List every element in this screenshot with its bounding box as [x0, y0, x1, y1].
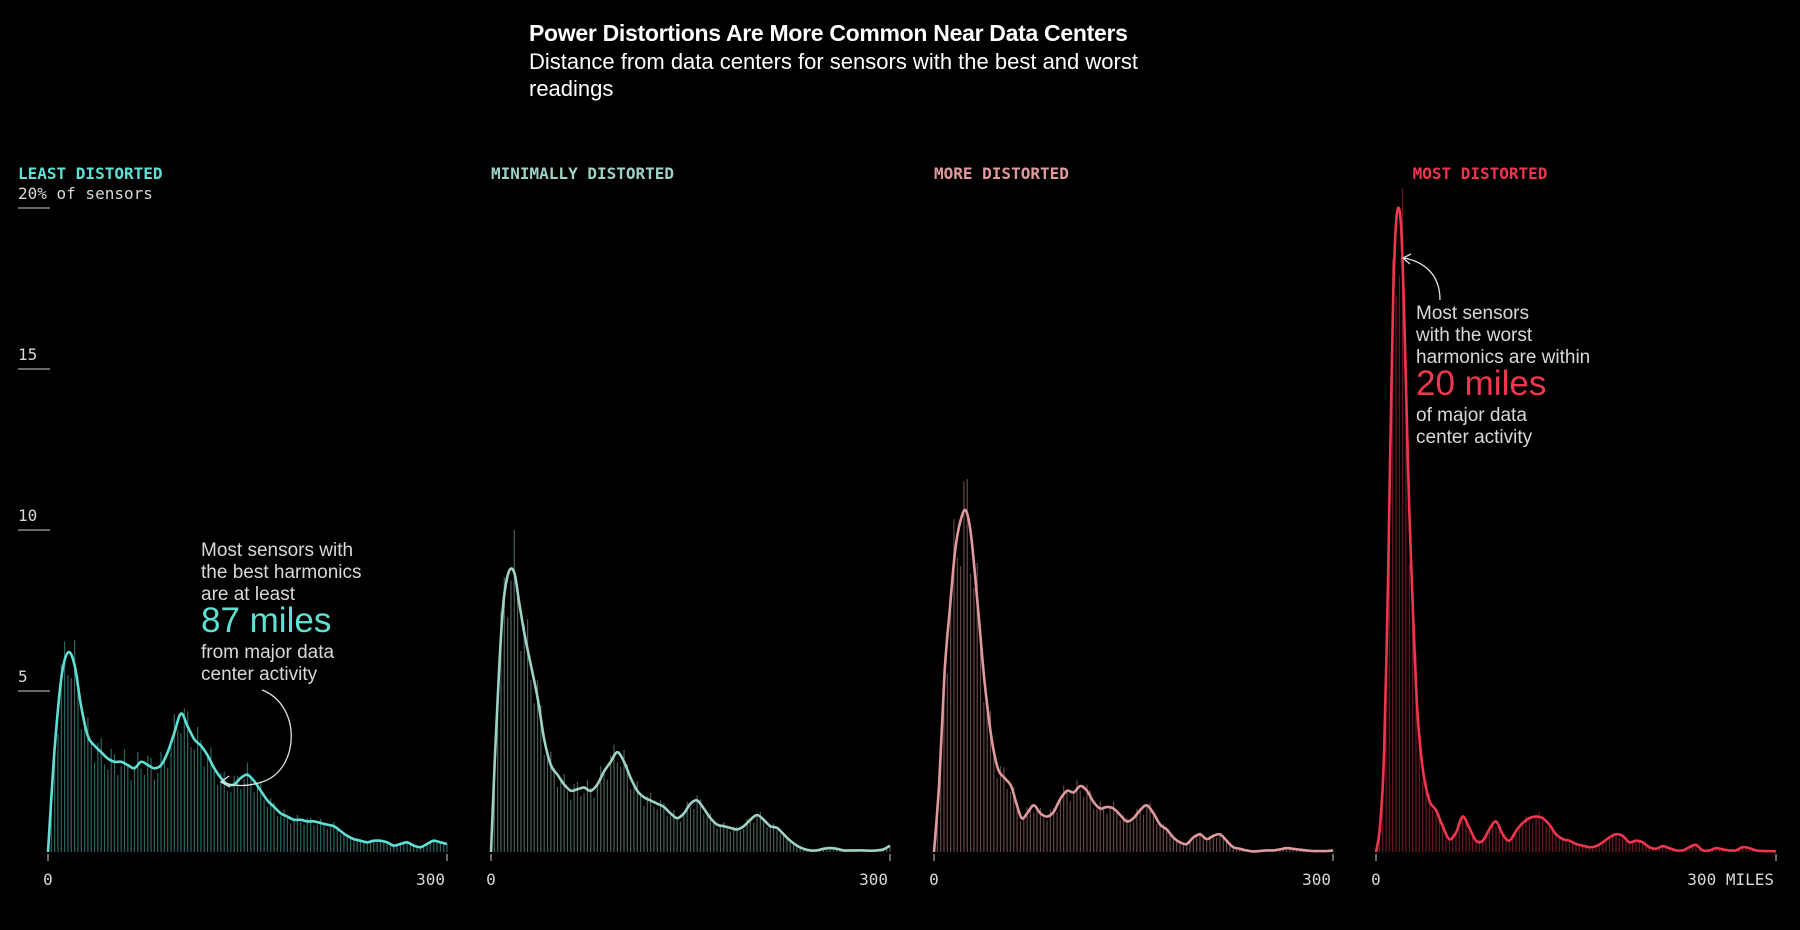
worst-annotation-highlight: 20 miles: [1416, 364, 1546, 403]
best-annotation-arrowhead: [219, 775, 231, 788]
y-tick-label: 5: [18, 667, 28, 686]
chart-subtitle: Distance from data centers for sensors w…: [529, 49, 1138, 101]
chart-title: Power Distortions Are More Common Near D…: [529, 20, 1128, 46]
x-tick-label: 0: [1371, 870, 1381, 889]
best-annotation-highlight: 87 miles: [201, 601, 331, 640]
worst-annotation-arrowhead: [1401, 253, 1412, 265]
chart-heading: Power Distortions Are More Common Near D…: [529, 18, 1289, 102]
y-tick-label: 15: [18, 345, 37, 364]
best-annotation-text: are at least: [201, 584, 296, 605]
worst-annotation-text: Most sensors: [1416, 303, 1529, 324]
y-tick-label: 20% of sensors: [18, 184, 153, 203]
panel-title: MOST DISTORTED: [1413, 164, 1548, 183]
x-tick-label: 300: [859, 870, 888, 889]
best-annotation-text: from major data: [201, 642, 334, 663]
worst-annotation-text: with the worst: [1415, 325, 1533, 346]
best-annotation-text: the best harmonics: [201, 562, 362, 583]
worst-annotation-text: of major data: [1416, 405, 1527, 426]
density-line: [932, 508, 1334, 853]
x-tick-label: 300: [416, 870, 445, 889]
worst-annotation-text: harmonics are within: [1416, 347, 1590, 368]
density-line: [489, 567, 891, 853]
worst-annotation-arrow: [1403, 257, 1441, 301]
y-tick-label: 10: [18, 506, 37, 525]
density-line: [46, 650, 448, 853]
best-annotation-arrow: [221, 689, 292, 787]
worst-annotation-text: center activity: [1416, 427, 1533, 448]
density-line: [1374, 206, 1777, 853]
panel-title: LEAST DISTORTED: [18, 164, 163, 183]
x-tick-label: 0: [43, 870, 53, 889]
x-tick-label: 300 MILES: [1687, 870, 1774, 889]
x-tick-label: 0: [929, 870, 939, 889]
panel-title: MORE DISTORTED: [934, 164, 1069, 183]
x-tick-label: 0: [486, 870, 496, 889]
panel-title: MINIMALLY DISTORTED: [491, 164, 674, 183]
best-annotation-text: center activity: [201, 664, 318, 685]
best-annotation-text: Most sensors with: [201, 540, 353, 561]
x-tick-label: 300: [1302, 870, 1331, 889]
